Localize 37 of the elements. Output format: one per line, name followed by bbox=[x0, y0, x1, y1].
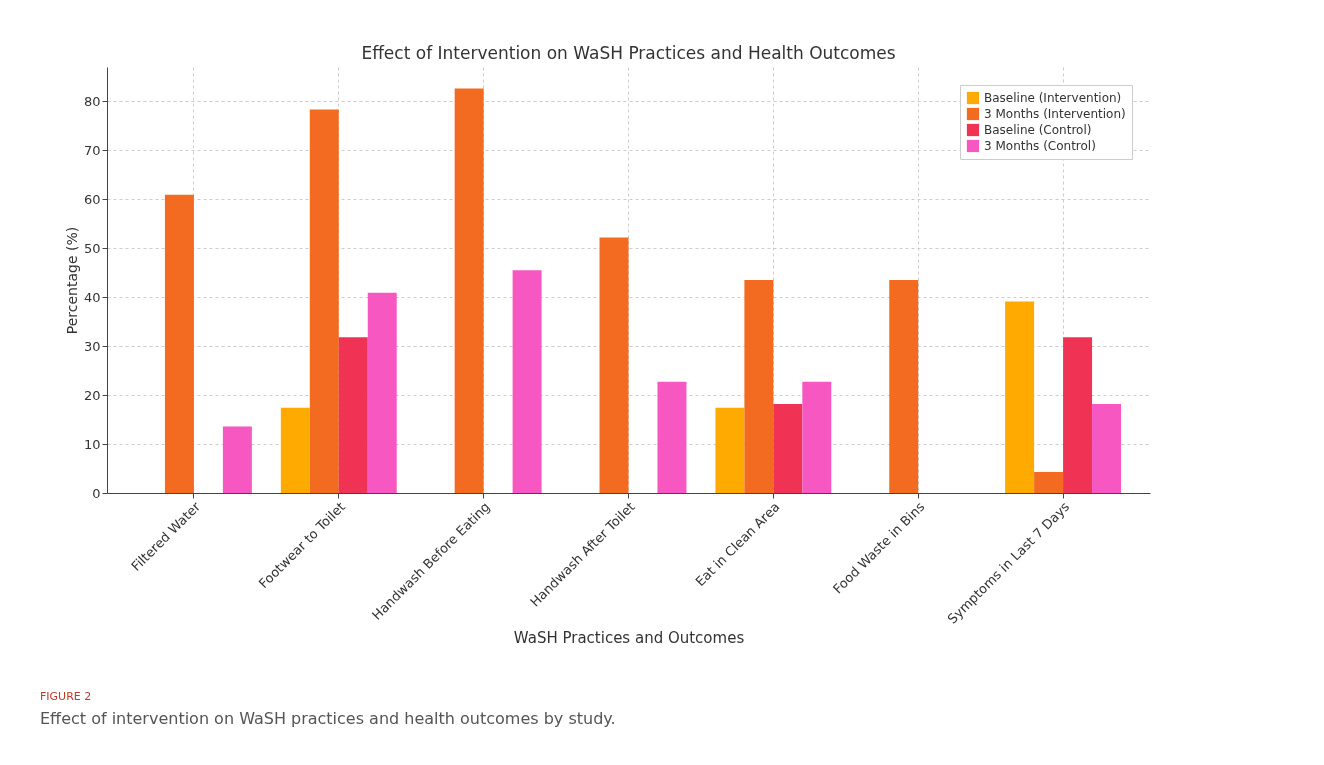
y-tick-label: 10 bbox=[83, 436, 101, 452]
bar bbox=[802, 381, 832, 493]
bar bbox=[338, 337, 368, 493]
x-axis-title: WaSH Practices and Outcomes bbox=[513, 628, 745, 647]
caption: FIGURE 2 bbox=[40, 690, 93, 703]
legend-label: 3 Months (Control) bbox=[984, 139, 1096, 153]
chart-title: Effect of Intervention on WaSH Practices and Health Outcomes bbox=[361, 43, 896, 63]
bar bbox=[1092, 403, 1122, 493]
y-axis-title: Percentage (%) bbox=[63, 226, 80, 335]
y-tick-label: 60 bbox=[83, 191, 101, 207]
bar bbox=[773, 403, 803, 493]
bar bbox=[1005, 301, 1035, 493]
y-tick-label: 20 bbox=[83, 387, 101, 403]
legend-label: Baseline (Intervention) bbox=[984, 91, 1122, 105]
bar bbox=[657, 381, 687, 493]
bar bbox=[454, 88, 484, 493]
y-tick-label: 70 bbox=[83, 142, 101, 158]
bar bbox=[1063, 337, 1093, 493]
y-tick-label: 80 bbox=[83, 93, 101, 109]
bar bbox=[715, 407, 745, 493]
bar bbox=[280, 407, 310, 493]
legend-label: 3 Months (Intervention) bbox=[984, 107, 1126, 121]
bar bbox=[1034, 471, 1064, 493]
y-tick-label: 0 bbox=[92, 485, 101, 501]
legend-label: Baseline (Control) bbox=[984, 123, 1092, 137]
bar bbox=[367, 292, 397, 493]
bar bbox=[222, 426, 252, 493]
bar bbox=[744, 280, 774, 493]
bar bbox=[512, 270, 542, 493]
y-tick-label: 30 bbox=[83, 338, 101, 354]
y-tick-label: 40 bbox=[83, 289, 101, 305]
text: Effect of intervention on WaSH practices and health outcomes by study. bbox=[40, 709, 616, 728]
bar bbox=[309, 109, 339, 493]
bar bbox=[164, 194, 194, 493]
bar bbox=[889, 280, 919, 493]
bar bbox=[599, 237, 629, 493]
y-tick-label: 50 bbox=[83, 240, 101, 256]
